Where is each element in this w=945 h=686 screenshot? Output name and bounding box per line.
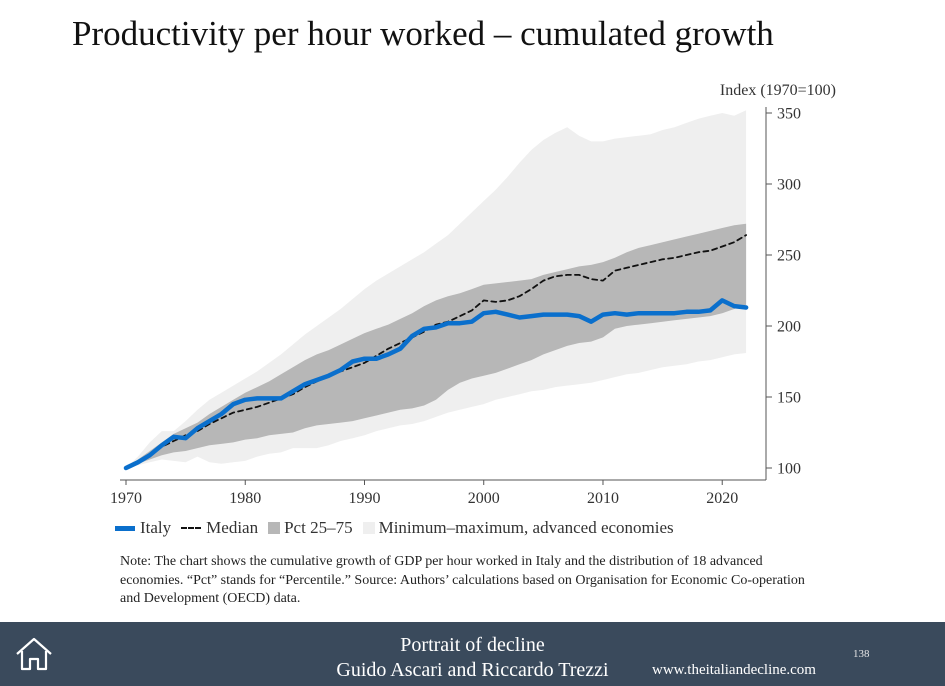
y-axis-label: Index (1970=100) bbox=[720, 82, 836, 99]
chart-note: Note: The chart shows the cumulative gro… bbox=[120, 554, 805, 606]
legend-swatch-median bbox=[181, 527, 202, 529]
legend-label-italy: Italy bbox=[140, 518, 172, 537]
y-tick-label-150: 150 bbox=[777, 390, 801, 407]
page-number: 138 bbox=[853, 648, 870, 660]
chart-legend: Italy Median Pct 25–75 Minimum–maximum, … bbox=[115, 515, 684, 541]
legend-swatch-italy bbox=[115, 525, 135, 531]
footer-bar: Portrait of decline Guido Ascari and Ric… bbox=[0, 622, 945, 686]
website-link[interactable]: www.theitaliandecline.com bbox=[652, 662, 816, 678]
legend-label-pct: Pct 25–75 bbox=[284, 518, 353, 537]
y-tick-label-100: 100 bbox=[777, 461, 801, 478]
legend-label-minmax: Minimum–maximum, advanced economies bbox=[378, 518, 674, 537]
x-tick-label-1970: 1970 bbox=[110, 490, 142, 507]
chart-axes: 1970 1980 1990 2000 2010 2020 100 150 200 250 300 3… bbox=[110, 106, 801, 508]
chart-bands bbox=[126, 110, 747, 468]
legend-item-pct: Pct 25–75 bbox=[268, 518, 353, 538]
y-tick-label-200: 200 bbox=[777, 319, 801, 336]
legend-item-minmax: Minimum–maximum, advanced economies bbox=[362, 518, 674, 538]
y-tick-label-300: 300 bbox=[777, 177, 801, 194]
x-tick-label-1980: 1980 bbox=[229, 490, 261, 507]
legend-item-median: Median bbox=[181, 518, 258, 538]
y-tick-label-350: 350 bbox=[777, 106, 801, 123]
productivity-chart: 1970 1980 1990 2000 2010 2020 100 150 200 250 300 3… bbox=[110, 82, 836, 508]
footer-authors: Guido Ascari and Riccardo Trezzi bbox=[336, 659, 609, 681]
footer-title: Portrait of decline bbox=[400, 634, 545, 656]
series-line-italy bbox=[123, 298, 749, 471]
home-icon[interactable] bbox=[14, 636, 54, 672]
band-pct-25-75 bbox=[126, 223, 747, 468]
x-tick-label-2020: 2020 bbox=[706, 490, 738, 507]
legend-label-median: Median bbox=[206, 518, 259, 537]
x-tick-label-2010: 2010 bbox=[587, 490, 619, 507]
slide-title: Productivity per hour worked – cumulated… bbox=[72, 14, 774, 53]
legend-item-italy: Italy bbox=[115, 518, 171, 538]
series-line-median bbox=[125, 234, 747, 469]
chart-lines bbox=[123, 234, 749, 471]
y-tick-label-250: 250 bbox=[777, 248, 801, 265]
x-tick-label-1990: 1990 bbox=[348, 490, 380, 507]
legend-swatch-pct bbox=[268, 522, 281, 534]
x-tick-label-2000: 2000 bbox=[468, 490, 500, 507]
legend-swatch-minmax bbox=[362, 522, 375, 534]
